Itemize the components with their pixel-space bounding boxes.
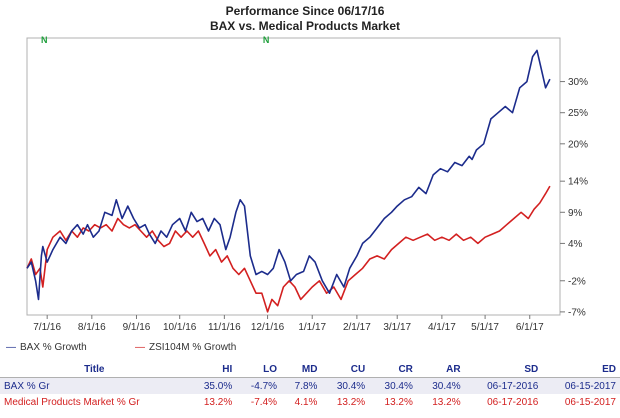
cell-cu: 30.4%	[321, 377, 370, 394]
header-hi: HI	[188, 361, 237, 378]
cell-ar: 13.2%	[416, 394, 465, 410]
row-title: Medical Products Market % Gr	[0, 394, 189, 410]
y-axis: -7% -2% 4% 9% 14% 20% 25% 30%	[560, 77, 588, 318]
cell-ed: 06-15-2017	[542, 394, 620, 410]
row-title: BAX % Gr	[0, 377, 189, 394]
new-marker: N	[263, 35, 270, 45]
x-tick-label: 10/1/16	[163, 322, 197, 333]
legend-swatch: —	[135, 342, 145, 353]
x-axis: 7/1/16 8/1/16 9/1/16 10/1/16 11/1/16 12/1/16 1…	[33, 315, 544, 333]
cell-sd: 06-17-2016	[464, 377, 543, 394]
table-row: BAX % Gr 35.0% -4.7% 7.8% 30.4% 30.4% 30…	[0, 377, 620, 394]
series-line	[26, 185, 551, 313]
x-tick-label: 5/1/17	[471, 322, 499, 333]
cell-lo: -4.7%	[236, 377, 282, 394]
y-tick-label: 14%	[568, 177, 588, 188]
x-tick-label: 7/1/16	[33, 322, 61, 333]
header-title: Title	[0, 361, 189, 378]
series-line	[26, 49, 551, 301]
cell-hi: 35.0%	[188, 377, 237, 394]
y-tick-label: 25%	[568, 108, 588, 119]
cell-md: 4.1%	[281, 394, 322, 410]
header-sd: SD	[464, 361, 543, 378]
stats-header-row: Title HI LO MD CU CR AR SD ED	[0, 361, 620, 378]
cell-hi: 13.2%	[188, 394, 237, 410]
legend-label: ZSI104M % Growth	[149, 342, 236, 353]
cell-cr: 30.4%	[369, 377, 417, 394]
chart-subtitle: BAX vs. Medical Products Market	[210, 19, 400, 33]
plot-frame	[26, 37, 561, 316]
y-tick-label: 20%	[568, 139, 588, 150]
performance-chart: Performance Since 06/17/16 BAX vs. Medic…	[6, 4, 588, 353]
legend-swatch: —	[6, 342, 16, 353]
stats-table: Title HI LO MD CU CR AR SD ED BAX % Gr 3…	[0, 361, 620, 410]
cell-lo: -7.4%	[236, 394, 282, 410]
y-tick-label: 9%	[568, 208, 583, 219]
x-tick-label: 12/1/16	[251, 322, 285, 333]
legend-label: BAX % Growth	[20, 342, 87, 353]
cell-ar: 30.4%	[416, 377, 465, 394]
header-md: MD	[281, 361, 322, 378]
header-ar: AR	[416, 361, 465, 378]
y-tick-label: -2%	[568, 276, 586, 287]
table-row: Medical Products Market % Gr 13.2% -7.4%…	[0, 394, 620, 410]
y-tick-label: -7%	[568, 307, 586, 318]
x-tick-label: 11/1/16	[208, 322, 241, 333]
chart-title: Performance Since 06/17/16	[226, 4, 385, 18]
x-tick-label: 2/1/17	[343, 322, 371, 333]
y-tick-label: 30%	[568, 77, 588, 88]
cell-sd: 06-17-2016	[464, 394, 543, 410]
header-ed: ED	[542, 361, 620, 378]
header-cr: CR	[369, 361, 417, 378]
x-tick-label: 1/1/17	[298, 322, 326, 333]
x-tick-label: 6/1/17	[516, 322, 544, 333]
header-lo: LO	[236, 361, 282, 378]
y-tick-label: 4%	[568, 239, 583, 250]
x-tick-label: 9/1/16	[123, 322, 151, 333]
x-tick-label: 8/1/16	[78, 322, 106, 333]
cell-ed: 06-15-2017	[542, 377, 620, 394]
header-cu: CU	[321, 361, 370, 378]
cell-cu: 13.2%	[321, 394, 370, 410]
cell-cr: 13.2%	[369, 394, 417, 410]
new-marker: N	[41, 35, 48, 45]
x-tick-label: 3/1/17	[383, 322, 411, 333]
x-tick-label: 4/1/17	[428, 322, 456, 333]
series-lines	[26, 49, 551, 313]
cell-md: 7.8%	[281, 377, 322, 394]
legend: — BAX % Growth — ZSI104M % Growth	[6, 342, 236, 353]
